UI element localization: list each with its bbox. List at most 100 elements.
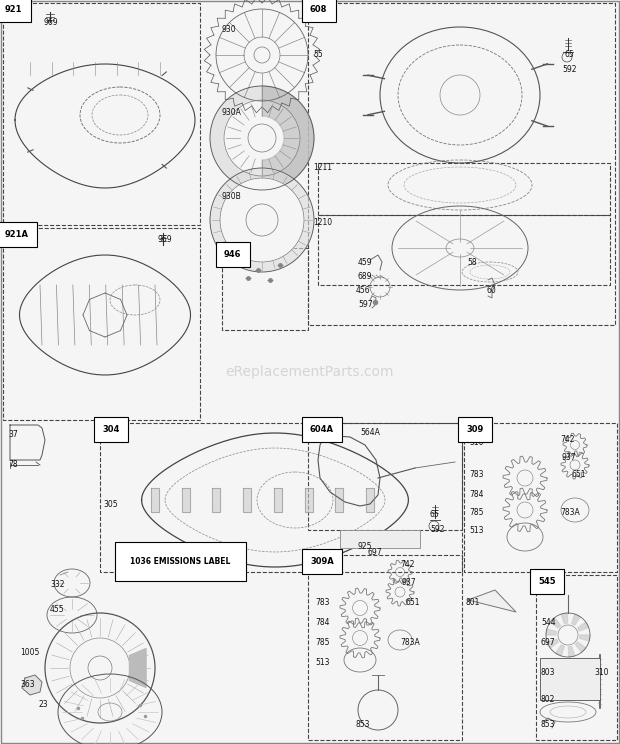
- Text: 689: 689: [358, 272, 373, 281]
- Text: 55: 55: [313, 50, 323, 59]
- Polygon shape: [182, 488, 190, 512]
- Text: 510: 510: [313, 562, 327, 571]
- Polygon shape: [262, 86, 314, 190]
- Bar: [3, 3, 200, 225]
- Text: 545: 545: [538, 577, 556, 586]
- Text: 937: 937: [402, 578, 417, 587]
- Bar: [464, 423, 617, 572]
- Text: 1210: 1210: [313, 218, 332, 227]
- Bar: [318, 163, 610, 215]
- Text: 921A: 921A: [5, 230, 29, 239]
- Polygon shape: [547, 639, 558, 648]
- Bar: [308, 3, 615, 325]
- Bar: [100, 423, 462, 572]
- Polygon shape: [210, 86, 314, 190]
- Text: 65: 65: [565, 50, 575, 59]
- Text: 455: 455: [50, 605, 64, 614]
- Text: 456: 456: [356, 286, 371, 295]
- Text: 58: 58: [467, 258, 477, 267]
- Bar: [3, 228, 200, 420]
- Text: 925: 925: [358, 542, 373, 551]
- Polygon shape: [366, 488, 374, 512]
- Polygon shape: [468, 590, 516, 612]
- Text: 742: 742: [560, 435, 575, 444]
- Polygon shape: [130, 649, 146, 687]
- Polygon shape: [220, 178, 304, 262]
- Polygon shape: [274, 488, 282, 512]
- Text: 608: 608: [310, 5, 327, 14]
- Text: 309A: 309A: [310, 557, 334, 566]
- Polygon shape: [22, 675, 42, 695]
- Text: 23: 23: [38, 700, 48, 709]
- Polygon shape: [304, 488, 312, 512]
- Text: 513: 513: [315, 658, 329, 667]
- Text: 853: 853: [541, 720, 556, 729]
- Text: 651: 651: [572, 470, 587, 479]
- Text: 544: 544: [541, 618, 556, 627]
- Bar: [536, 575, 617, 740]
- Text: 564A: 564A: [360, 428, 380, 437]
- Text: 783A: 783A: [400, 638, 420, 647]
- Polygon shape: [561, 613, 567, 623]
- Text: 930A: 930A: [222, 108, 242, 117]
- Text: 604A: 604A: [310, 425, 334, 434]
- Text: 78: 78: [8, 460, 17, 469]
- Polygon shape: [572, 614, 580, 625]
- Polygon shape: [569, 647, 575, 657]
- Text: 783: 783: [315, 598, 329, 607]
- Bar: [308, 423, 462, 530]
- Polygon shape: [575, 642, 586, 652]
- Text: 802: 802: [541, 695, 556, 704]
- Text: 592: 592: [430, 525, 445, 534]
- Polygon shape: [243, 488, 251, 512]
- Text: 60: 60: [487, 286, 497, 295]
- Text: 969: 969: [43, 18, 58, 27]
- Text: 937: 937: [562, 453, 577, 462]
- Bar: [222, 248, 308, 330]
- Text: 946: 946: [224, 250, 242, 259]
- Text: 1036 EMISSIONS LABEL: 1036 EMISSIONS LABEL: [130, 557, 231, 566]
- Polygon shape: [224, 100, 300, 176]
- Text: 363: 363: [20, 680, 35, 689]
- Text: 304: 304: [102, 425, 120, 434]
- Text: 801: 801: [466, 598, 480, 607]
- Text: 592: 592: [562, 65, 577, 74]
- Text: 930: 930: [222, 25, 237, 34]
- Text: 309: 309: [466, 425, 483, 434]
- Text: 65: 65: [430, 510, 440, 519]
- Polygon shape: [210, 168, 314, 272]
- Text: 697: 697: [541, 638, 556, 647]
- Text: 513: 513: [469, 526, 484, 535]
- Text: 783A: 783A: [560, 508, 580, 517]
- Bar: [340, 530, 420, 548]
- Text: 784: 784: [315, 618, 329, 627]
- Polygon shape: [213, 488, 221, 512]
- Text: 785: 785: [469, 508, 484, 517]
- Text: 651: 651: [406, 598, 420, 607]
- Text: 697: 697: [368, 548, 383, 557]
- Polygon shape: [546, 629, 557, 635]
- Polygon shape: [580, 635, 590, 641]
- Text: 853: 853: [356, 720, 371, 729]
- Text: 1005: 1005: [20, 648, 40, 657]
- Bar: [308, 555, 462, 740]
- Text: 37: 37: [8, 430, 18, 439]
- Polygon shape: [335, 488, 343, 512]
- Polygon shape: [578, 622, 588, 631]
- Text: 332: 332: [50, 580, 64, 589]
- Text: 310: 310: [594, 668, 608, 677]
- Polygon shape: [550, 618, 560, 628]
- Text: 742: 742: [400, 560, 415, 569]
- Text: 803: 803: [541, 668, 556, 677]
- Polygon shape: [556, 645, 564, 656]
- Bar: [318, 215, 610, 285]
- Text: 305: 305: [103, 500, 118, 509]
- Text: 459: 459: [358, 258, 373, 267]
- Text: 785: 785: [315, 638, 329, 647]
- Polygon shape: [151, 488, 159, 512]
- Text: 1211: 1211: [313, 163, 332, 172]
- Text: 597: 597: [358, 300, 373, 309]
- Text: 969: 969: [158, 235, 172, 244]
- Text: 510: 510: [469, 438, 484, 447]
- Bar: [540, 658, 600, 700]
